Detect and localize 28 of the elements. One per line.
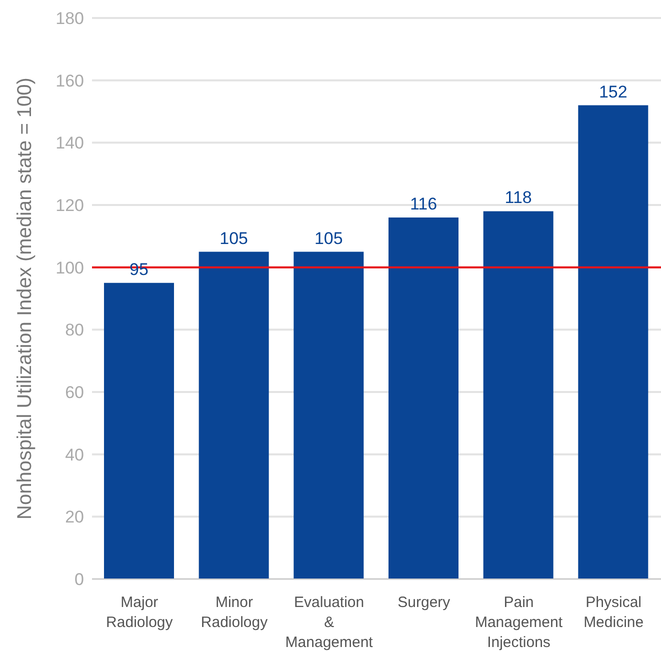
bar <box>198 252 269 579</box>
x-tick-label: Evaluation & Management <box>285 594 374 651</box>
bar <box>388 217 458 579</box>
y-tick-label: 20 <box>65 508 84 527</box>
y-tick-label: 120 <box>56 196 84 216</box>
y-tick-label: 160 <box>56 71 84 90</box>
data-label: 105 <box>220 228 248 248</box>
y-tick-label: 180 <box>56 9 84 28</box>
y-tick-label: 60 <box>65 383 84 402</box>
x-tick-label: Physical Medicine <box>584 594 644 631</box>
y-tick-label: 80 <box>65 320 84 340</box>
data-label: 116 <box>410 194 438 214</box>
x-tick-label: Minor Radiology <box>200 594 268 631</box>
y-axis-title: Nonhospital Utilization Index (median state = 100) <box>14 78 36 520</box>
x-tick-label: Major Radiology <box>106 594 174 631</box>
bar <box>104 282 174 579</box>
data-label: 118 <box>504 188 532 208</box>
data-label: 105 <box>314 228 343 248</box>
y-tick-label: 140 <box>56 134 84 153</box>
y-tick-label: 100 <box>56 258 84 278</box>
y-tick-label: 0 <box>74 570 84 590</box>
bar <box>483 211 554 579</box>
data-label: 152 <box>598 82 628 102</box>
bar <box>294 252 364 579</box>
y-tick-label: 40 <box>65 445 84 464</box>
bar <box>578 105 648 579</box>
x-tick-label: Surgery <box>398 594 451 611</box>
x-tick-label: Pain Management Injections <box>474 594 564 651</box>
